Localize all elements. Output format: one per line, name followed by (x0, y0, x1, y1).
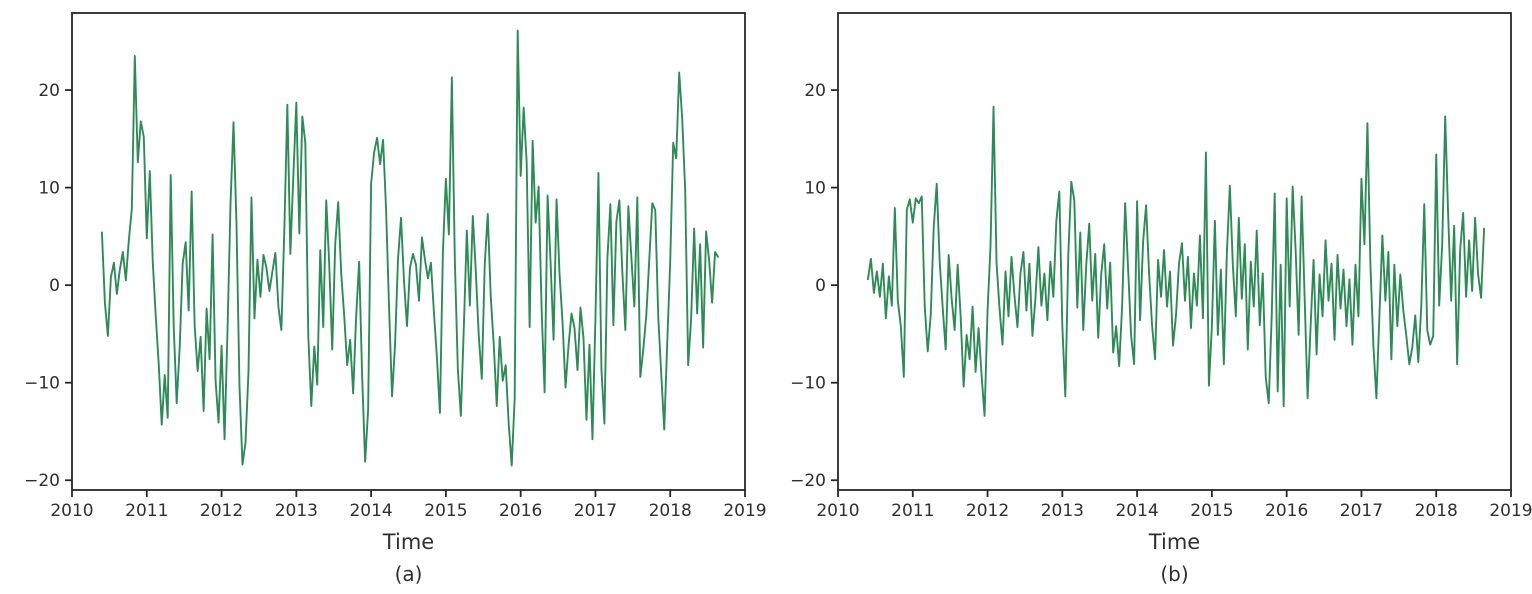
y-tick-label: −10 (24, 374, 60, 394)
x-tick-label: 2010 (816, 501, 859, 521)
y-tick-label: 20 (804, 81, 826, 101)
y-tick-label: 0 (815, 276, 826, 296)
chart-a-svg: 2010 2011 2012 2013 2014 2015 2016 2017 2018 2019… (24, 12, 766, 586)
subplot-caption-b: (b) (1160, 562, 1188, 586)
y-tick-label: 0 (49, 276, 60, 296)
x-tick-label: 2015 (424, 501, 467, 521)
x-tick-label: 2014 (1115, 501, 1158, 521)
x-tick-label: 2011 (891, 501, 934, 521)
x-axis-label: Time (1148, 530, 1200, 554)
x-tick-label: 2014 (349, 501, 392, 521)
chart-a: 2010 2011 2012 2013 2014 2015 2016 2017 2018 2019… (24, 12, 766, 586)
y-tick-label: 10 (804, 179, 826, 199)
x-tick-label: 2012 (966, 501, 1009, 521)
x-tick-label: 2016 (499, 501, 542, 521)
x-axis-label: Time (382, 530, 434, 554)
x-tick-label: 2018 (649, 501, 692, 521)
plot-border (71, 12, 746, 491)
x-tick-label: 2015 (1190, 501, 1233, 521)
x-tick-label: 2011 (125, 501, 168, 521)
y-tick-label: 20 (38, 81, 60, 101)
x-tick-label: 2016 (1265, 501, 1308, 521)
x-tick-label: 2019 (1489, 501, 1532, 521)
chart-b: 2010 2011 2012 2013 2014 2015 2016 2017 2018 2019… (766, 0, 1532, 594)
x-tick-label: 2019 (723, 501, 766, 521)
series-line-b (866, 105, 1486, 417)
x-tick-label: 2018 (1415, 501, 1458, 521)
x-tick-label: 2013 (275, 501, 318, 521)
subplot-caption-a: (a) (395, 562, 423, 586)
y-tick-label: −10 (790, 374, 826, 394)
y-tick-label: −20 (24, 471, 60, 491)
plot-border (837, 12, 1512, 491)
y-tick-label: −20 (790, 471, 826, 491)
x-tick-label: 2013 (1041, 501, 1084, 521)
chart-b-svg: 2010 2011 2012 2013 2014 2015 2016 2017 2018 2019… (790, 12, 1532, 586)
x-tick-label: 2017 (574, 501, 617, 521)
x-tick-label: 2012 (200, 501, 243, 521)
x-tick-label: 2010 (50, 501, 93, 521)
x-tick-label: 2017 (1340, 501, 1383, 521)
y-tick-label: 10 (38, 179, 60, 199)
series-line-a (100, 29, 720, 467)
